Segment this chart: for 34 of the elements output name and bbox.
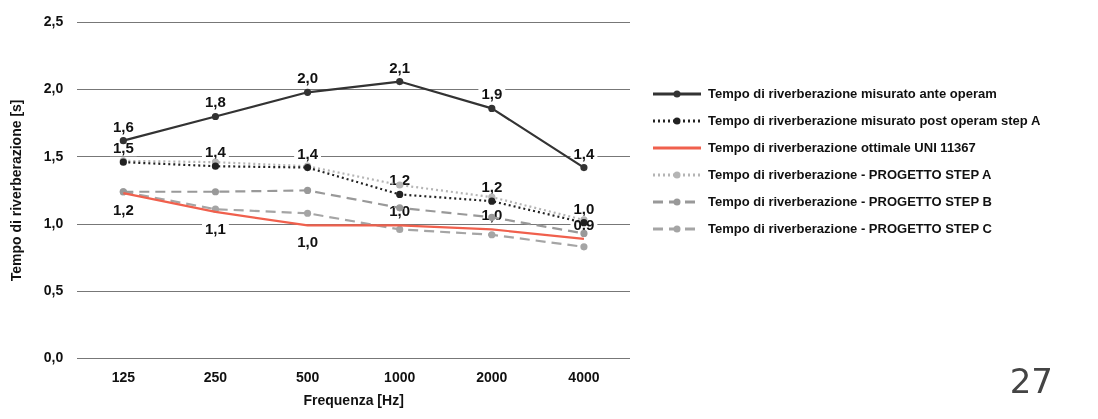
data-label: 1,0: [297, 233, 318, 251]
x-tick-label: 1000: [384, 368, 416, 385]
data-label: 2,1: [389, 58, 411, 76]
y-tick-label: 2,0: [43, 80, 64, 97]
legend-label: Tempo di riverberazione misurato post operam step A: [708, 113, 1041, 128]
y-tick-label: 1,5: [43, 147, 64, 164]
x-tick-label: 250: [203, 368, 228, 385]
data-label: 1,2: [481, 178, 503, 196]
x-tick-label: 2000: [476, 368, 508, 385]
legend-label: Tempo di riverberazione - PROGETTO STEP B: [708, 194, 992, 209]
y-tick-label: 2,5: [43, 13, 64, 30]
data-label: 1,4: [573, 144, 596, 162]
legend-label: Tempo di riverberazione ottimale UNI 11367: [708, 140, 976, 155]
legend-label: Tempo di riverberazione - PROGETTO STEP A: [708, 167, 992, 182]
data-label: 1,1: [205, 219, 226, 237]
data-label: 1,6: [112, 117, 134, 135]
data-label: 2,0: [297, 69, 318, 87]
legend-label: Tempo di riverberazione misurato ante operam: [708, 86, 997, 101]
x-tick-label: 125: [111, 368, 136, 385]
y-tick-label: 0,0: [43, 349, 64, 366]
x-axis-title: Frequenza [Hz]: [303, 392, 404, 409]
y-tick-label: 0,5: [43, 282, 64, 299]
data-label: 1,9: [481, 85, 503, 103]
y-tick-label: 1,0: [43, 214, 64, 231]
text: 27: [1009, 361, 1053, 401]
data-label: 1,4: [297, 144, 319, 162]
data-label: 1,4: [205, 143, 227, 161]
x-tick-label: 4000: [568, 368, 600, 385]
x-tick-label: 500: [295, 368, 320, 385]
data-label: 1,2: [112, 201, 134, 219]
legend-label: Tempo di riverberazione - PROGETTO STEP C: [708, 221, 992, 236]
data-label: 1,0: [573, 199, 595, 217]
y-axis-title: Tempo di riverberazione [s]: [8, 99, 25, 282]
data-label: 1,8: [205, 93, 226, 111]
